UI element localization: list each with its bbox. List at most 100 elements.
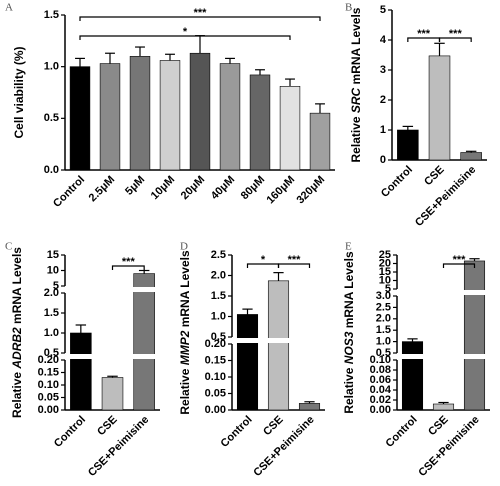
y-tick-label: 0 [380,154,386,166]
y-axis-label-part: Relative [178,365,192,414]
significance-bracket [79,35,291,40]
y-tick-label: 3.0 [376,290,391,302]
x-tick-label: CSE+Peimisine [86,414,151,479]
x-tick-label: CSE+Peimisine [413,164,478,229]
x-tick-label: 320μM [294,174,327,207]
bar [101,377,124,411]
y-axis-label-part: SRC [349,87,363,113]
significance-label: *** [194,7,208,19]
y-tick-label: 0.08 [370,364,391,376]
bar [70,332,92,411]
bar [463,260,486,411]
significance-bracket [111,265,145,270]
significance-bracket [277,263,311,268]
y-axis-label-part: mRNA Levels [349,7,363,88]
y-axis-label-part: mRNA Levels [342,251,356,332]
y-tick-label: 0.00 [38,404,59,416]
bar [249,74,271,171]
y-tick-label: 1.5 [211,290,226,302]
significance-label: *** [122,256,136,268]
y-tick-label: 4 [380,34,387,46]
significance-label: * [183,26,188,38]
y-tick-label: 0.02 [370,394,391,406]
x-tick-label: 20μM [179,174,207,202]
y-tick-label: 15 [47,249,59,261]
y-tick-label: 25 [379,249,391,261]
y-tick-label: 0.10 [38,379,59,391]
bar [397,129,419,161]
y-tick-label: 0.20 [205,338,226,350]
y-tick-label: 0.10 [370,354,391,366]
y-tick-label: 1.5 [44,9,59,21]
bar [69,66,91,171]
significance-label: *** [288,254,302,266]
y-axis-label-part: mRNA Levels [10,247,24,328]
x-tick-label: Control [219,414,255,450]
significance-label: *** [449,28,463,40]
y-tick-label: 3 [380,64,386,76]
x-tick-label: Control [379,164,415,200]
x-tick-label: Control [384,414,420,450]
x-tick-label: 80μM [239,174,267,202]
axis-break [395,290,492,295]
y-tick-label: 2.0 [44,287,59,299]
x-tick-label: CSE [95,414,119,438]
x-tick-label: 40μM [209,174,237,202]
x-tick-label: 2.5μM [87,174,118,205]
y-tick-label: 10 [379,274,391,286]
y-tick-label: 2.0 [376,313,391,325]
y-axis-label: Relative MMP2 mRNA Levels [178,250,192,415]
y-tick-label: 0.04 [370,384,392,396]
significance-bracket [438,37,472,42]
bar [129,56,151,171]
y-tick-label: 0.06 [370,374,391,386]
axis-break [395,354,492,359]
bar [401,341,424,411]
y-tick-label: 1.5 [376,324,391,336]
y-axis-label: Cell viability (%) [12,46,26,138]
panel-label: A [5,2,13,14]
x-tick-label: 10μM [149,174,177,202]
y-tick-label: 2.5 [211,249,226,261]
significance-label: * [261,254,266,266]
y-axis-label-part: mRNA Levels [178,250,192,331]
y-tick-label: 0.0 [44,164,59,176]
y-tick-label: 0.15 [205,354,226,366]
bar [189,52,211,171]
y-axis-label-part: Relative [349,113,363,162]
x-tick-label: 160μM [264,174,297,207]
y-tick-label: 0.5 [44,347,59,359]
bar [133,273,155,411]
y-axis-label-part: ADRB2 [10,327,24,370]
y-tick-label: 0.15 [38,366,59,378]
y-tick-label: 0.20 [38,354,59,366]
y-tick-label: 20 [379,257,391,269]
significance-label: *** [453,254,467,266]
panel-label: E [345,241,352,253]
x-tick-label: Control [51,174,87,210]
bar [219,63,241,171]
axis-break [230,338,327,343]
x-tick-label: CSE [422,164,446,188]
y-tick-label: 1.5 [44,307,59,319]
x-tick-label: CSE [426,414,450,438]
y-tick-label: 0.5 [376,347,391,359]
y-axis-label-part: Relative [342,364,356,413]
y-tick-label: 0.10 [205,371,226,383]
bar [159,60,181,171]
bar [279,86,301,171]
bar [309,112,331,171]
panel-label: C [5,241,12,253]
x-tick-label: Control [52,414,88,450]
y-tick-label: 0.5 [211,331,226,343]
x-tick-label: CSE [261,414,285,438]
bar [432,403,455,411]
y-tick-label: 0.05 [38,391,59,403]
y-axis-label-part: Cell viability (%) [12,46,26,138]
y-tick-label: 2.5 [376,301,391,313]
significance-label: *** [417,28,431,40]
y-tick-label: 2 [380,94,386,106]
y-tick-label: 0.00 [370,404,391,416]
bar [460,152,482,161]
